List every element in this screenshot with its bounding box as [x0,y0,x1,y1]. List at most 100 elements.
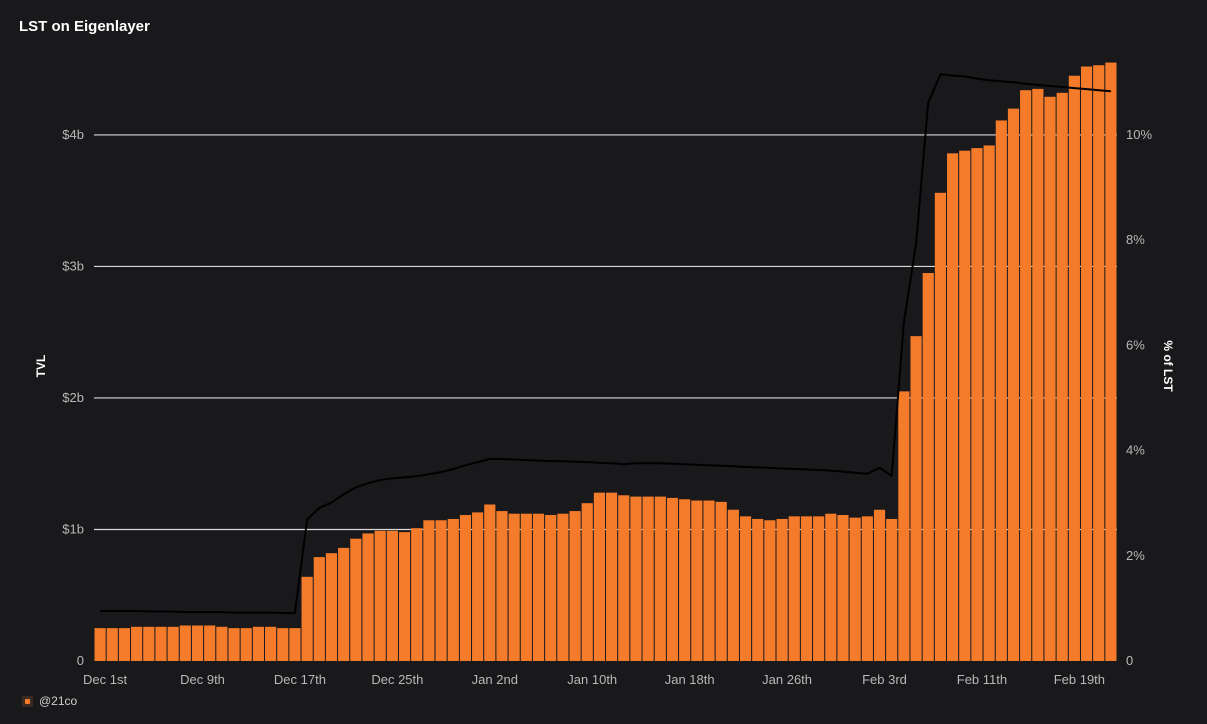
bar[interactable] [204,625,216,661]
bar[interactable] [472,512,484,661]
bar[interactable] [995,120,1007,661]
bar[interactable] [484,504,496,661]
y-tick-label: $2b [62,390,84,405]
bar[interactable] [1032,88,1044,661]
bar[interactable] [557,513,569,661]
bar[interactable] [569,511,581,661]
bar[interactable] [423,520,435,661]
bar[interactable] [265,626,277,661]
y-tick-label: $4b [62,127,84,142]
bar[interactable] [593,492,605,661]
bar[interactable] [167,626,179,661]
bar[interactable] [313,557,325,661]
bar[interactable] [131,626,143,661]
x-tick-label: Jan 18th [665,672,715,687]
bar[interactable] [800,516,813,661]
bar[interactable] [1068,75,1080,661]
x-tick-label: Dec 1st [83,672,127,687]
bar[interactable] [764,520,776,661]
bar[interactable] [666,497,679,661]
bar[interactable] [1020,90,1032,661]
bar[interactable] [703,500,715,661]
y-tick-label: $3b [62,258,84,273]
bar[interactable] [971,148,983,662]
y2-tick-label: 8% [1126,232,1145,247]
bar[interactable] [350,538,362,661]
bar[interactable] [94,628,106,661]
bar[interactable] [1056,92,1068,661]
y2-tick-label: 10% [1126,127,1152,142]
bar[interactable] [1093,65,1105,661]
bar[interactable] [277,628,289,661]
bar[interactable] [143,626,155,661]
bar[interactable] [910,336,922,661]
bar[interactable] [934,192,946,662]
bar[interactable] [947,153,959,661]
bar[interactable] [618,495,630,661]
bar[interactable] [496,511,508,661]
bar[interactable] [825,513,837,661]
bar[interactable] [411,528,423,661]
bar[interactable] [520,513,532,661]
y2-tick-label: 6% [1126,337,1145,352]
bar[interactable] [630,496,642,661]
bar[interactable] [606,492,618,661]
bar[interactable] [435,520,447,661]
bar[interactable] [739,516,752,661]
bar[interactable] [776,518,788,661]
bar[interactable] [715,501,727,661]
bar[interactable] [849,517,861,661]
bar[interactable] [532,513,545,661]
x-tick-label: Jan 2nd [472,672,518,687]
bar[interactable] [374,530,386,661]
bar[interactable] [837,515,849,661]
bar[interactable] [861,516,873,661]
bar[interactable] [1080,66,1093,662]
bar[interactable] [240,628,252,661]
bar[interactable] [325,553,338,661]
bar[interactable] [1007,108,1020,661]
bar[interactable] [118,628,131,661]
bar[interactable] [362,533,374,661]
bar[interactable] [545,515,557,661]
bar[interactable] [508,513,520,661]
bar[interactable] [179,625,191,661]
bar[interactable] [654,496,666,661]
bar[interactable] [155,626,167,661]
bar[interactable] [106,628,118,661]
bar[interactable] [642,496,654,661]
bar[interactable] [228,628,240,661]
bar[interactable] [191,625,204,661]
tvl-bars [94,62,1117,662]
bar[interactable] [959,150,971,661]
bar[interactable] [873,509,886,661]
percent-series-line[interactable] [100,73,1111,615]
brand-credit[interactable]: @21co [22,694,77,708]
bar[interactable] [301,576,313,661]
bar[interactable] [581,503,593,661]
bar[interactable] [289,628,301,661]
bar[interactable] [459,515,472,661]
bar[interactable] [983,145,995,661]
bar[interactable] [447,518,459,661]
bar[interactable] [727,509,739,661]
bar[interactable] [813,516,825,661]
bar[interactable] [886,518,898,661]
bar[interactable] [398,532,411,661]
bar[interactable] [252,626,264,661]
bar[interactable] [691,500,703,661]
bar[interactable] [216,626,228,661]
brand-logo-icon [22,695,33,707]
bar[interactable] [752,518,764,661]
bar[interactable] [1044,96,1056,662]
bar[interactable] [898,391,910,661]
bar[interactable] [788,516,800,661]
bar[interactable] [679,499,691,661]
x-tick-label: Dec 9th [180,672,225,687]
chart-title: LST on Eigenlayer [19,18,150,35]
bar[interactable] [922,273,934,661]
bar[interactable] [386,530,398,661]
bar[interactable] [338,547,350,661]
bar[interactable] [1105,62,1117,661]
